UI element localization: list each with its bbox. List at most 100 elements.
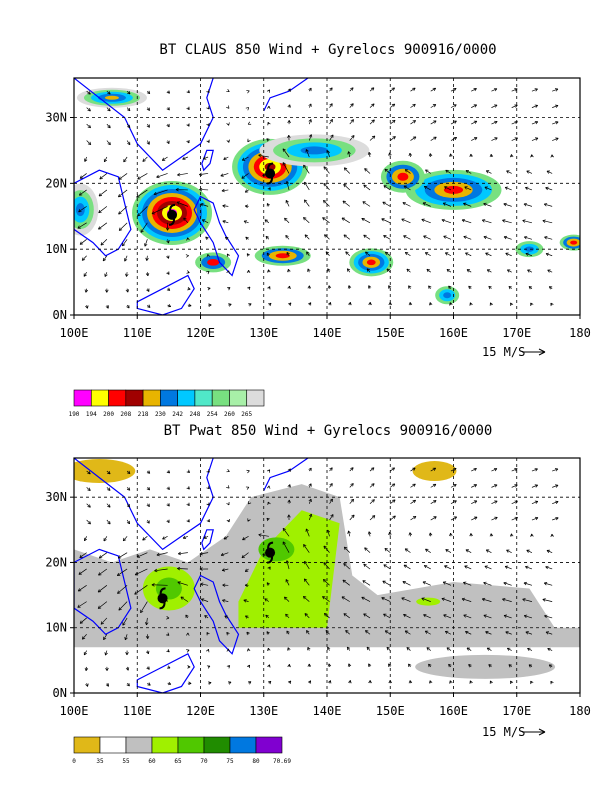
colorbar-swatch: [229, 389, 248, 407]
x-tick-label: 170E: [502, 704, 531, 718]
very-moist-west: [142, 566, 195, 611]
colorbar-label: 265: [241, 411, 252, 418]
wind-vectors: [77, 467, 559, 687]
colorbar-swatch: [211, 389, 230, 407]
dry-northwest: [74, 459, 136, 484]
colorbar-swatch: [99, 736, 127, 754]
colorbar-label: 254: [207, 411, 218, 418]
y-tick-label: 0N: [53, 686, 67, 700]
colorbar-swatch: [73, 389, 92, 407]
coastlines: [74, 458, 309, 693]
y-tick-label: 30N: [45, 490, 67, 504]
wind-vectors: [77, 87, 559, 309]
x-tick-label: 130E: [249, 704, 278, 718]
y-tick-label: 20N: [45, 176, 67, 190]
x-tick-label: 140E: [313, 326, 342, 340]
x-tick-label: 180: [569, 326, 591, 340]
panel2-vector-reference-arrow: [522, 728, 546, 736]
cloud-cluster-itcz: [254, 245, 311, 266]
grid-lines: [74, 458, 580, 693]
y-tick-label: 0N: [53, 308, 67, 322]
moist-equatorial: [415, 654, 556, 679]
colorbar-label: 230: [155, 411, 166, 418]
colorbar-swatch: [160, 389, 178, 407]
grid-lines: [74, 78, 580, 315]
colorbar-label: 65: [174, 758, 182, 765]
colorbar-label: 242: [172, 411, 183, 418]
panel1-x-tick-labels: 100E 110E 120E 130E 140E 150E 160E 170E 180: [60, 326, 591, 340]
colorbar-swatch: [255, 736, 283, 754]
shaded-field: [74, 87, 580, 305]
x-tick-label: 180: [569, 704, 591, 718]
panel2-plot: [70, 457, 581, 697]
cloud-equatorial: [435, 286, 460, 305]
panel1-y-tick-labels: 0N 10N 20N 30N: [45, 111, 67, 323]
y-tick-label: 30N: [45, 111, 67, 125]
panel2-colorbar: 0 35 55 60 65 70 75 80 70.69: [72, 736, 291, 765]
colorbar-label: 208: [120, 411, 131, 418]
gyre-cloud-east: [232, 138, 309, 195]
colorbar-swatch: [177, 389, 196, 407]
cloud-band-north: [259, 134, 370, 167]
x-tick-label: 120E: [186, 326, 215, 340]
panel1-vector-reference: 15 M/S: [482, 345, 525, 359]
cloud-small-east: [515, 241, 544, 258]
colorbar-swatch: [246, 389, 265, 407]
colorbar-label: 70: [200, 758, 208, 765]
coastlines: [74, 78, 309, 315]
colorbar-swatch: [142, 389, 161, 407]
colorbar-label: 260: [224, 411, 235, 418]
panel2-vector-reference: 15 M/S: [482, 725, 525, 739]
x-tick-label: 150E: [376, 326, 405, 340]
cloud-cluster-south: [349, 248, 394, 277]
gyre-center-marker: [265, 162, 276, 185]
panel1-plot: [70, 77, 581, 319]
x-tick-label: 160E: [439, 704, 468, 718]
x-tick-label: 150E: [376, 704, 405, 718]
colorbar-label: 80: [252, 758, 260, 765]
colorbar-label: 0: [72, 758, 76, 765]
colorbar-label: 70.69: [273, 758, 291, 765]
colorbar-swatch: [90, 389, 109, 407]
colorbar-label: 194: [86, 411, 97, 418]
panel2-x-tick-labels: 100E 110E 120E 130E 140E 150E 160E 170E 180: [60, 704, 591, 718]
cloud-philippines: [195, 252, 232, 273]
colorbar-swatch: [194, 389, 213, 407]
colorbar-label: 248: [189, 411, 200, 418]
dry-northeast: [412, 461, 457, 482]
colorbar-swatch: [108, 389, 127, 407]
y-tick-label: 10N: [45, 621, 67, 635]
x-tick-label: 100E: [60, 326, 89, 340]
colorbar-label: 55: [122, 758, 130, 765]
colorbar-label: 218: [138, 411, 149, 418]
cloud-dateline: [559, 234, 580, 251]
x-tick-label: 160E: [439, 326, 468, 340]
colorbar-label: 35: [96, 758, 104, 765]
panel2-title: BT Pwat 850 Wind + Gyrelocs 900916/0000: [164, 423, 493, 439]
y-tick-label: 10N: [45, 242, 67, 256]
gyre-center-marker: [167, 203, 178, 226]
colorbar-label: 190: [69, 411, 80, 418]
panel1-title: BT CLAUS 850 Wind + Gyrelocs 900916/0000: [159, 42, 496, 58]
x-tick-label: 110E: [123, 326, 152, 340]
colorbar-swatch: [125, 736, 153, 754]
x-tick-label: 100E: [60, 704, 89, 718]
colorbar-swatch: [73, 736, 101, 754]
colorbar-label: 200: [103, 411, 114, 418]
colorbar-swatch: [203, 736, 231, 754]
colorbar-swatch: [177, 736, 205, 754]
cloud-cluster-mid: [380, 160, 425, 193]
cloud-cluster-east: [405, 169, 502, 210]
x-tick-label: 120E: [186, 704, 215, 718]
colorbar-label: 75: [226, 758, 234, 765]
colorbar-swatch: [229, 736, 257, 754]
gyre-center-marker: [265, 541, 276, 564]
panel1-colorbar: 190 194 200 208 218 230 242 248 254 260 265: [69, 389, 265, 418]
gyre-center-marker: [157, 587, 168, 610]
colorbar-swatch: [125, 389, 144, 407]
x-tick-label: 130E: [249, 326, 278, 340]
y-tick-label: 20N: [45, 555, 67, 569]
colorbar-swatch: [151, 736, 179, 754]
panel1-vector-reference-arrow: [522, 348, 546, 356]
cloud-north-coast: [76, 87, 147, 108]
